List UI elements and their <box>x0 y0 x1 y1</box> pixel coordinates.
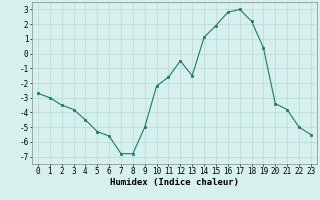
X-axis label: Humidex (Indice chaleur): Humidex (Indice chaleur) <box>110 178 239 187</box>
